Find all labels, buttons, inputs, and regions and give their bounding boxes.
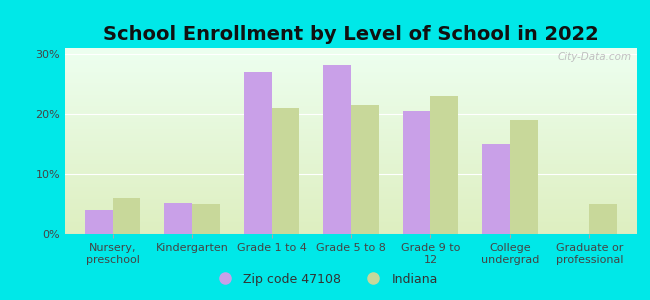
Bar [323, 65, 351, 234]
Bar [351, 105, 379, 234]
Bar [85, 210, 112, 234]
Bar [112, 198, 140, 234]
Bar [510, 120, 538, 234]
Bar [272, 108, 300, 234]
Text: City-Data.com: City-Data.com [557, 52, 631, 62]
Bar [590, 204, 617, 234]
Bar [482, 144, 510, 234]
Bar [164, 203, 192, 234]
Bar [402, 111, 430, 234]
Bar [430, 96, 458, 234]
Bar [244, 72, 272, 234]
Bar [192, 204, 220, 234]
Legend: Zip code 47108, Indiana: Zip code 47108, Indiana [207, 268, 443, 291]
Title: School Enrollment by Level of School in 2022: School Enrollment by Level of School in … [103, 25, 599, 44]
